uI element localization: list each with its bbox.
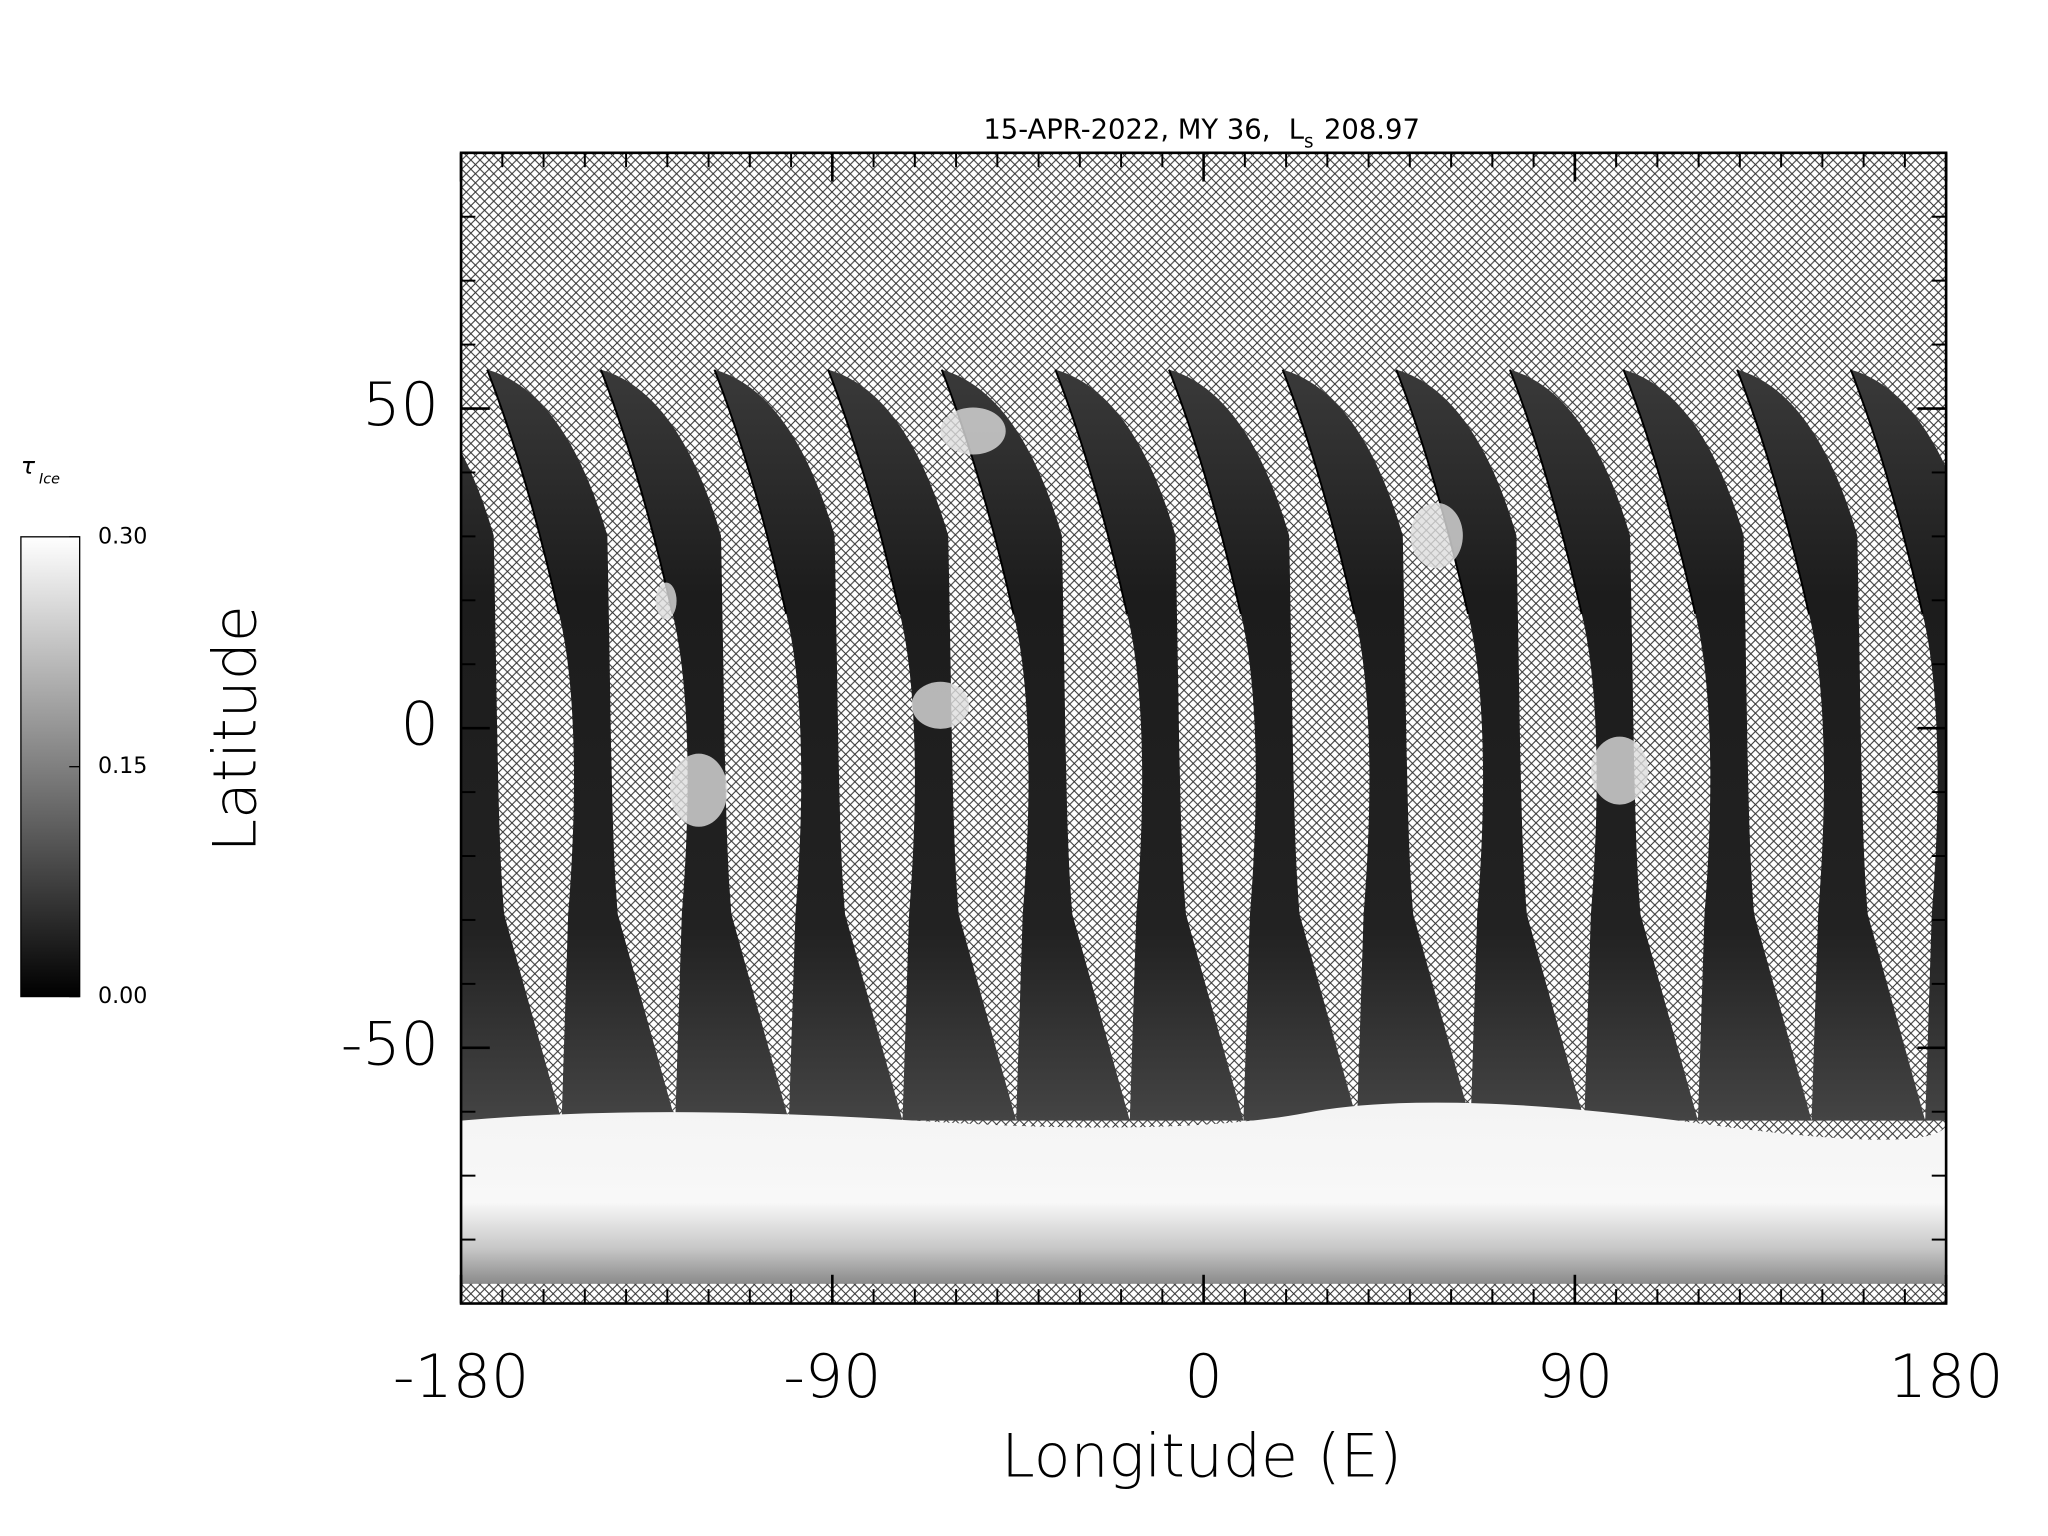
colorbar-label: τIce — [21, 451, 60, 488]
swath — [1282, 369, 1471, 1121]
colorbar-tick-label: 0.30 — [98, 523, 147, 549]
colorbar-subscript: Ice — [39, 471, 60, 487]
polar-cap — [461, 1102, 1947, 1284]
chart-title: 15-APR-2022, MY 36, Ls 208.97 — [983, 114, 1420, 152]
cloud — [655, 582, 677, 620]
swath-edge — [827, 369, 901, 615]
title-text: 15-APR-2022, MY 36, — [983, 114, 1270, 145]
swath-edge — [1964, 370, 2036, 614]
cloud — [1590, 736, 1649, 805]
swath-edge — [1281, 369, 1356, 615]
swath — [1850, 369, 1947, 1121]
colorbar-symbol: τ — [21, 451, 36, 479]
y-tick-label: -50 — [341, 1009, 439, 1079]
swath — [828, 369, 1017, 1121]
colorbar-tick-label: 0.00 — [98, 983, 147, 1009]
colorbar-tick-label: 0.15 — [98, 753, 147, 779]
swath — [941, 369, 1130, 1121]
swath — [1168, 369, 1358, 1121]
swath-edge — [713, 369, 788, 615]
x-tick-label: -90 — [783, 1342, 881, 1412]
y-axis-label: Latitude — [201, 605, 271, 852]
swath — [1623, 369, 1812, 1121]
y-tick-label: 0 — [401, 690, 439, 760]
title-subscript: s — [1304, 131, 1314, 152]
x-tick-label: 90 — [1537, 1342, 1613, 1412]
cloud — [940, 407, 1006, 455]
title-symbol: L — [1289, 114, 1305, 145]
swath-edge — [1054, 369, 1129, 615]
swath-edge — [599, 369, 674, 615]
swath — [487, 369, 676, 1121]
swath-edge — [1168, 369, 1242, 615]
swath-edge — [1622, 369, 1697, 615]
x-tick-label: -180 — [393, 1342, 529, 1412]
swath-edge — [1395, 369, 1470, 615]
swath — [1396, 369, 1585, 1121]
swath-edge — [486, 369, 560, 615]
swath — [461, 451, 562, 1121]
title-value: 208.97 — [1324, 114, 1420, 145]
swath — [1737, 369, 1926, 1121]
cloud — [1410, 502, 1463, 569]
swath — [1964, 370, 2048, 1121]
swath-edge — [1508, 369, 1583, 615]
cloud — [670, 753, 728, 827]
cloud — [911, 681, 970, 729]
swath — [714, 369, 903, 1121]
swath-edge — [1849, 369, 1924, 615]
swath-edge — [1736, 369, 1810, 615]
swath — [600, 369, 789, 1121]
x-tick-label: 0 — [1184, 1342, 1222, 1412]
swath — [1055, 369, 1244, 1121]
y-tick-label: 50 — [362, 370, 438, 440]
swath-edge — [940, 369, 1015, 615]
x-tick-label: 180 — [1889, 1342, 2004, 1412]
map-image — [461, 152, 2048, 1304]
x-axis-label: Longitude (E) — [1001, 1422, 1402, 1492]
